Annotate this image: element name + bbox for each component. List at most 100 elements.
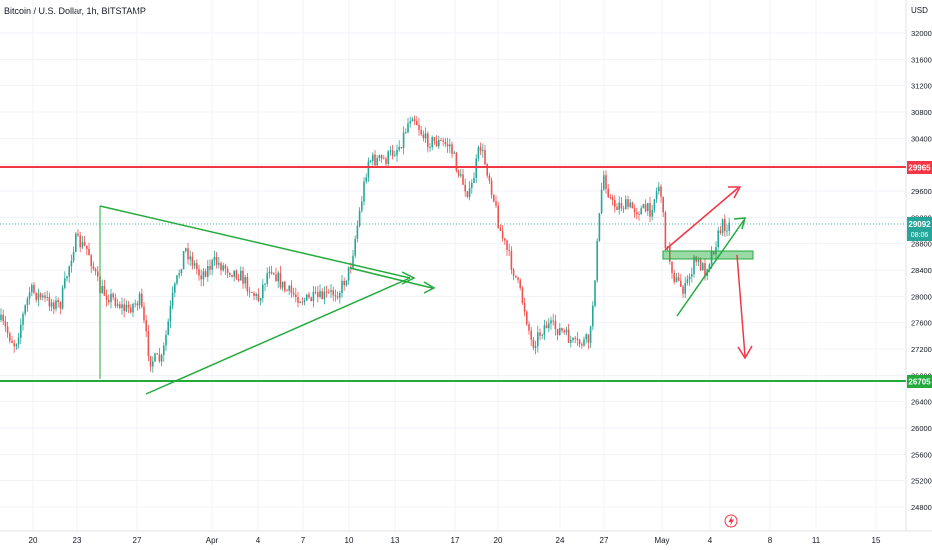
time-tick-label: 4 (256, 536, 261, 545)
candle-body (640, 208, 642, 215)
candlestick-series[interactable] (0, 115, 730, 373)
candle-body (130, 307, 132, 313)
candle-body (704, 263, 706, 276)
candle-body (728, 222, 730, 231)
candle-body (378, 155, 381, 158)
candle-body (90, 255, 92, 267)
breakdown-arrow[interactable] (736, 254, 753, 360)
candle-body (334, 295, 337, 297)
candle-body (292, 292, 295, 295)
candle-body (376, 157, 378, 166)
candle-body (427, 133, 429, 148)
demand-zone[interactable] (662, 250, 754, 260)
candle-body (48, 296, 51, 307)
candle-body (279, 272, 282, 288)
candle-body (526, 311, 528, 325)
candle-body (473, 177, 475, 183)
candle-body (611, 197, 614, 201)
candle-body (17, 337, 20, 345)
candle-body (317, 292, 319, 297)
candle-body (165, 334, 167, 346)
candle-body (22, 313, 24, 325)
candle-body (101, 286, 103, 293)
candle-body (308, 294, 310, 298)
candle-body (6, 326, 9, 334)
price-tick-label: 26400 (911, 398, 932, 407)
candle-body (59, 302, 62, 309)
support-price-badge: 26705 (907, 375, 932, 388)
price-tick-label: 27600 (911, 319, 932, 328)
candle-body (387, 151, 389, 164)
price-tick-label: 28800 (911, 240, 932, 249)
candle-body (671, 261, 673, 273)
candle-body (116, 304, 119, 306)
candle-body (231, 274, 233, 277)
candle-body (37, 293, 40, 300)
candle-body (587, 334, 590, 343)
candle-body (119, 304, 121, 308)
candle-body (726, 230, 728, 232)
breakout-arrow[interactable] (349, 267, 436, 294)
triangle-drawing[interactable] (99, 205, 416, 395)
candle-body (299, 301, 301, 303)
time-scale[interactable]: 20 23 27 Apr 4 7 10 13 17 20 24 27 May 4 8 11 15 (29, 536, 881, 545)
lightning-icon[interactable] (724, 514, 738, 528)
candle-body (457, 170, 460, 176)
candle-body (521, 287, 524, 304)
candle-body (686, 279, 689, 283)
candle-body (719, 230, 722, 233)
candle-body (576, 338, 579, 340)
candle-body (629, 202, 631, 207)
candle-body (391, 150, 394, 156)
candle-body (572, 337, 574, 341)
candle-body (121, 304, 123, 308)
candle-body (413, 119, 416, 121)
candle-body (207, 266, 209, 277)
candle-body (240, 270, 242, 281)
candle-body (64, 278, 66, 288)
candle-body (475, 158, 477, 178)
time-tick-label: 15 (872, 536, 881, 545)
candle-body (651, 210, 653, 217)
candle-body (204, 271, 207, 277)
candle-body (224, 265, 227, 269)
candle-body (607, 188, 609, 198)
candle-body (174, 283, 176, 293)
price-tick-label: 24800 (911, 503, 932, 512)
candle-body (644, 204, 647, 212)
candle-body (618, 202, 620, 210)
candle-body (209, 266, 211, 270)
candle-body (702, 263, 704, 271)
candle-body (332, 290, 334, 296)
time-tick-label: 4 (708, 536, 713, 545)
candle-body (622, 208, 625, 210)
candle-body (596, 240, 598, 281)
candle-body (653, 199, 656, 211)
candle-body (581, 344, 583, 346)
candle-body (369, 160, 372, 162)
candle-body (385, 158, 387, 164)
rising-wedge-drawing[interactable] (664, 186, 747, 317)
candle-body (574, 337, 576, 339)
candle-body (70, 260, 73, 267)
candle-body (374, 154, 376, 166)
candle-body (691, 274, 693, 277)
candle-body (141, 293, 143, 307)
candle-body (614, 200, 616, 207)
svg-text:29965: 29965 (908, 164, 931, 173)
candle-body (409, 121, 411, 124)
candle-body (248, 291, 251, 293)
price-scale[interactable]: 3200031600312003080030400300002960029200… (911, 29, 932, 512)
candle-body (259, 298, 262, 301)
candle-body (559, 328, 561, 336)
candle-body (138, 293, 141, 306)
time-tick-label: 24 (556, 536, 565, 545)
candle-body (446, 144, 449, 147)
candle-body (455, 152, 458, 171)
time-tick-label: 7 (301, 536, 306, 545)
candle-body (589, 326, 592, 343)
candle-body (556, 329, 559, 336)
candle-body (493, 194, 495, 202)
candle-body (592, 305, 594, 327)
